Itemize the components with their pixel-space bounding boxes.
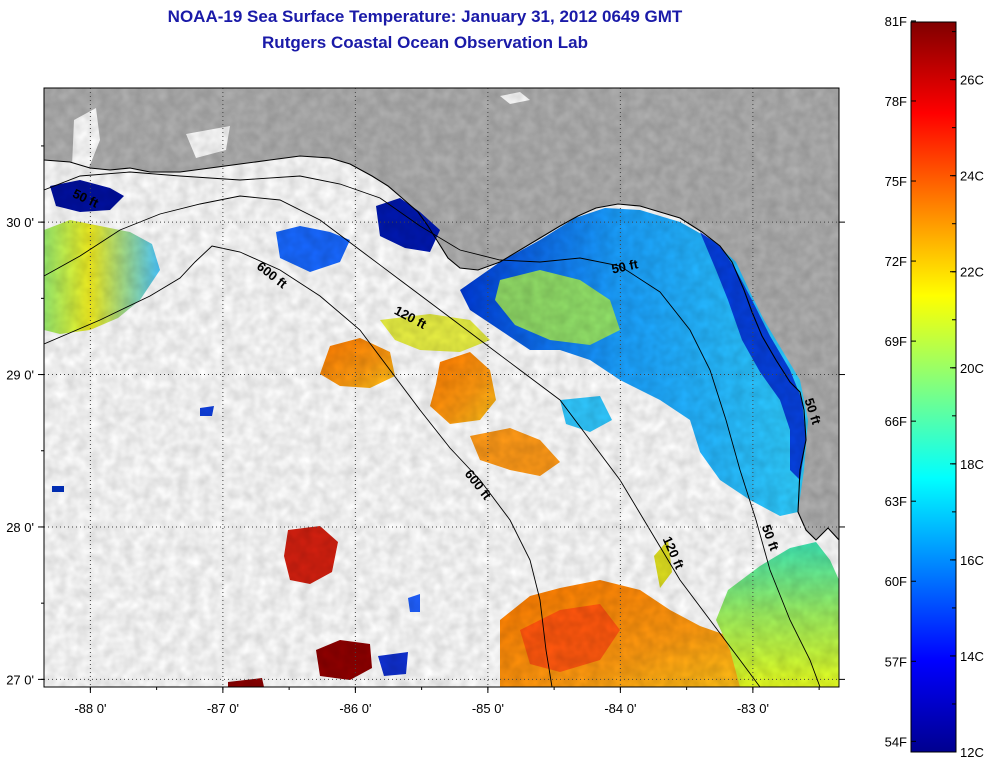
colorbar-c-label: 24C	[960, 169, 984, 184]
colorbar-c-label: 12C	[960, 745, 984, 760]
colorbar-c-label: 14C	[960, 649, 984, 664]
colorbar-f-label: 66F	[885, 414, 907, 429]
colorbar-c-label: 20C	[960, 361, 984, 376]
lat-lon-grid	[44, 88, 839, 687]
colorbar-f-label: 69F	[885, 334, 907, 349]
contour-120ft	[44, 195, 761, 687]
lon-tick-label: -83 0'	[737, 701, 769, 716]
colorbar-c-label: 18C	[960, 457, 984, 472]
lon-tick-label: -86 0'	[339, 701, 371, 716]
axis-ticks	[38, 145, 845, 693]
colorbar-f-label: 75F	[885, 174, 907, 189]
colorbar-f-label: 72F	[885, 254, 907, 269]
colorbar-f-label: 63F	[885, 494, 907, 509]
map-subtitle: Rutgers Coastal Ocean Observation Lab	[262, 33, 588, 52]
lon-tick-label: -88 0'	[74, 701, 106, 716]
map-frame	[43, 87, 840, 688]
pixel-texture	[44, 88, 839, 687]
contour-600ft	[44, 245, 553, 687]
colorbar-f-label: 60F	[885, 574, 907, 589]
lon-tick-label: -84 0'	[604, 701, 636, 716]
colorbar-f-label: 54F	[885, 734, 907, 749]
lat-tick-label: 30 0'	[6, 215, 34, 230]
lat-tick-label: 28 0'	[6, 520, 34, 535]
colorbar-gradient	[910, 21, 957, 753]
colorbar-ticks	[911, 20, 956, 753]
lon-tick-label: -85 0'	[472, 701, 504, 716]
colorbar-c-label: 16C	[960, 553, 984, 568]
depth-contours	[44, 155, 839, 687]
colorbar-f-label: 81F	[885, 14, 907, 29]
coastline	[44, 155, 839, 541]
colorbar: 81F 78F 75F 72F 69F 66F 63F 60F 57F 54F 26C 24C 22C 2…	[885, 14, 984, 760]
lat-tick-label: 29 0'	[6, 368, 34, 383]
colorbar-f-label: 78F	[885, 94, 907, 109]
colorbar-c-label: 26C	[960, 73, 984, 88]
colorbar-labels: 81F 78F 75F 72F 69F 66F 63F 60F 57F 54F 26C 24C 22C 2…	[885, 14, 984, 760]
lat-tick-label: 27 0'	[6, 672, 34, 687]
lon-tick-label: -87 0'	[207, 701, 239, 716]
colorbar-f-label: 57F	[885, 654, 907, 669]
colorbar-c-label: 22C	[960, 265, 984, 280]
map-title: NOAA-19 Sea Surface Temperature: January…	[167, 7, 683, 26]
axis-labels: -88 0' -87 0' -86 0' -85 0' -84 0' -83 0' 30 0…	[6, 215, 769, 716]
contour-label: 50 ft	[610, 256, 640, 276]
contour-50ft	[44, 171, 821, 687]
